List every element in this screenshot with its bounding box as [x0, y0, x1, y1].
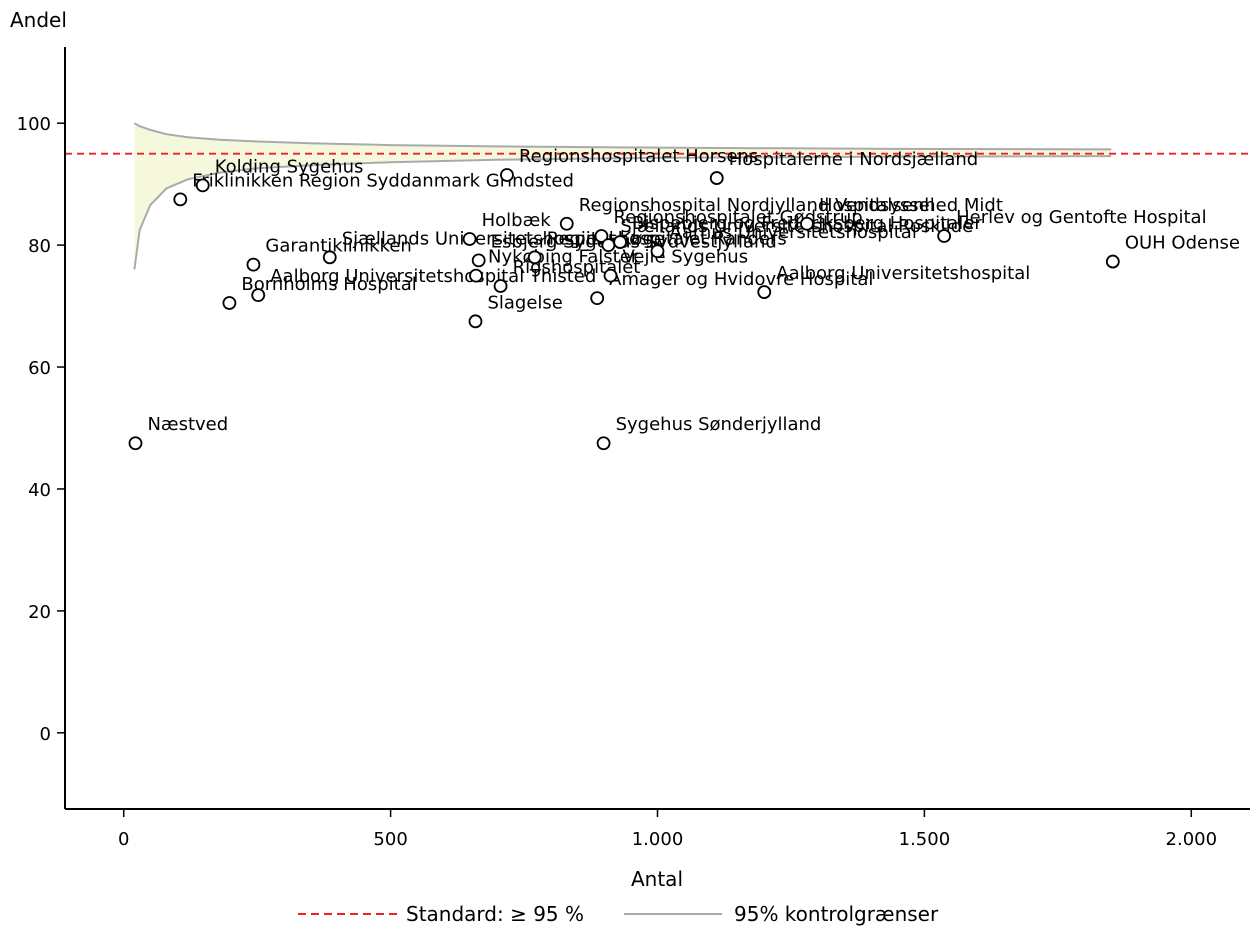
- data-point: [590, 291, 605, 306]
- data-point: [596, 436, 611, 451]
- data-point: [195, 178, 210, 193]
- x-tick-label: 1.500: [899, 829, 951, 850]
- data-point: [246, 257, 261, 272]
- point-label: Hospitalerne i Nordsjælland: [729, 149, 978, 170]
- data-point: [603, 268, 618, 283]
- data-point: [613, 235, 628, 249]
- point-label: Aalborg Universitetshospital: [776, 263, 1030, 284]
- data-point: [601, 238, 616, 253]
- legend: Standard: ≥ 95 % 95% kontrolgrænser: [298, 902, 939, 926]
- point-label: Sjællands Universitetshospital Køge: [342, 228, 665, 249]
- y-tick-label: 100: [17, 114, 51, 135]
- x-tick-label: 1.000: [632, 829, 684, 850]
- data-point: [222, 296, 237, 310]
- point-label: Holbæk: [482, 210, 552, 231]
- x-tick-label: 500: [373, 829, 407, 850]
- legend-standard-label: Standard: ≥ 95 %: [406, 902, 584, 926]
- data-point: [251, 288, 266, 303]
- point-label: Sjællands Universitetshospital Roskilde: [620, 216, 973, 237]
- data-point: [800, 216, 814, 231]
- y-tick-label: 0: [40, 724, 51, 745]
- y-tick-label: 60: [28, 358, 51, 379]
- point-label: Herlev og Gentofte Hospital: [956, 207, 1206, 228]
- point-label: Kolding Sygehus: [215, 156, 364, 177]
- point-label: Amager og Hvidovre Hospital: [609, 269, 873, 290]
- point-label: Esbjerg Sygehus Sydvestjylland: [491, 231, 777, 252]
- point-label: Hospitalsenhed Midt: [819, 195, 1003, 216]
- y-axis-title: Andel: [10, 8, 67, 32]
- y-tick-label: 40: [28, 480, 51, 501]
- data-point: [527, 250, 542, 265]
- data-point: [469, 268, 483, 283]
- point-label: Slagelse: [487, 292, 562, 313]
- point-label: Næstved: [147, 414, 228, 435]
- data-point: [559, 216, 574, 231]
- data-point: [468, 314, 483, 329]
- point-label: Sygehus Sønderjylland: [616, 414, 822, 435]
- data-point: [500, 168, 514, 182]
- y-tick-label: 80: [28, 236, 51, 257]
- data-point: [709, 171, 724, 185]
- point-label: Nykøbing Falster: [488, 247, 639, 268]
- data-point: [493, 279, 508, 293]
- axes-group: 0 20 40 60 80 100 0 500 1.000 1.500 2.000: [17, 47, 1250, 850]
- data-point: [322, 250, 337, 265]
- control-band-group: [133, 122, 1112, 270]
- legend-limits-label: 95% kontrolgrænser: [734, 902, 939, 926]
- point-label: Friklinikken Region Syddanmark Grindsted: [192, 170, 574, 191]
- data-point: [937, 229, 952, 243]
- data-point: [1105, 254, 1120, 269]
- point-label: Garantiklinikken: [265, 236, 411, 257]
- points-group: Næstved Friklinikken Region Syddanmark Gr…: [128, 146, 1240, 451]
- point-label: OUH Odense: [1125, 233, 1240, 254]
- point-label: Aalborg Universitetshospital Thisted: [270, 266, 596, 287]
- control-band-fill: [134, 123, 1112, 270]
- upper-control-limit: [133, 122, 1112, 151]
- data-point: [650, 244, 665, 259]
- x-axis-title: Antal: [631, 867, 683, 891]
- lower-control-limit: [133, 155, 1112, 270]
- x-tick-label: 2.000: [1166, 829, 1218, 850]
- point-label: Aarhus Universitetshospital: [670, 222, 917, 243]
- y-tick-label: 20: [28, 602, 51, 623]
- data-point: [462, 232, 477, 246]
- data-point: [128, 436, 143, 451]
- data-point: [173, 192, 188, 207]
- point-label: Vejle Sygehus: [623, 247, 749, 268]
- point-label: Bornholms Hospital: [241, 274, 416, 295]
- data-point: [757, 285, 772, 299]
- data-point: [594, 229, 609, 243]
- data-point: [471, 253, 486, 268]
- point-label: Regionshospital Nordjylland Vendsyssel: [579, 195, 935, 216]
- x-tick-label: 0: [118, 829, 129, 850]
- point-label: Regionshospitalet Horsens: [519, 146, 758, 167]
